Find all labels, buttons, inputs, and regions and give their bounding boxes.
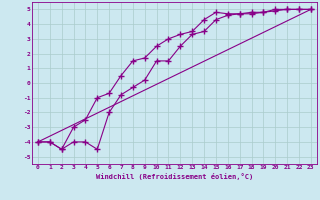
X-axis label: Windchill (Refroidissement éolien,°C): Windchill (Refroidissement éolien,°C) — [96, 173, 253, 180]
